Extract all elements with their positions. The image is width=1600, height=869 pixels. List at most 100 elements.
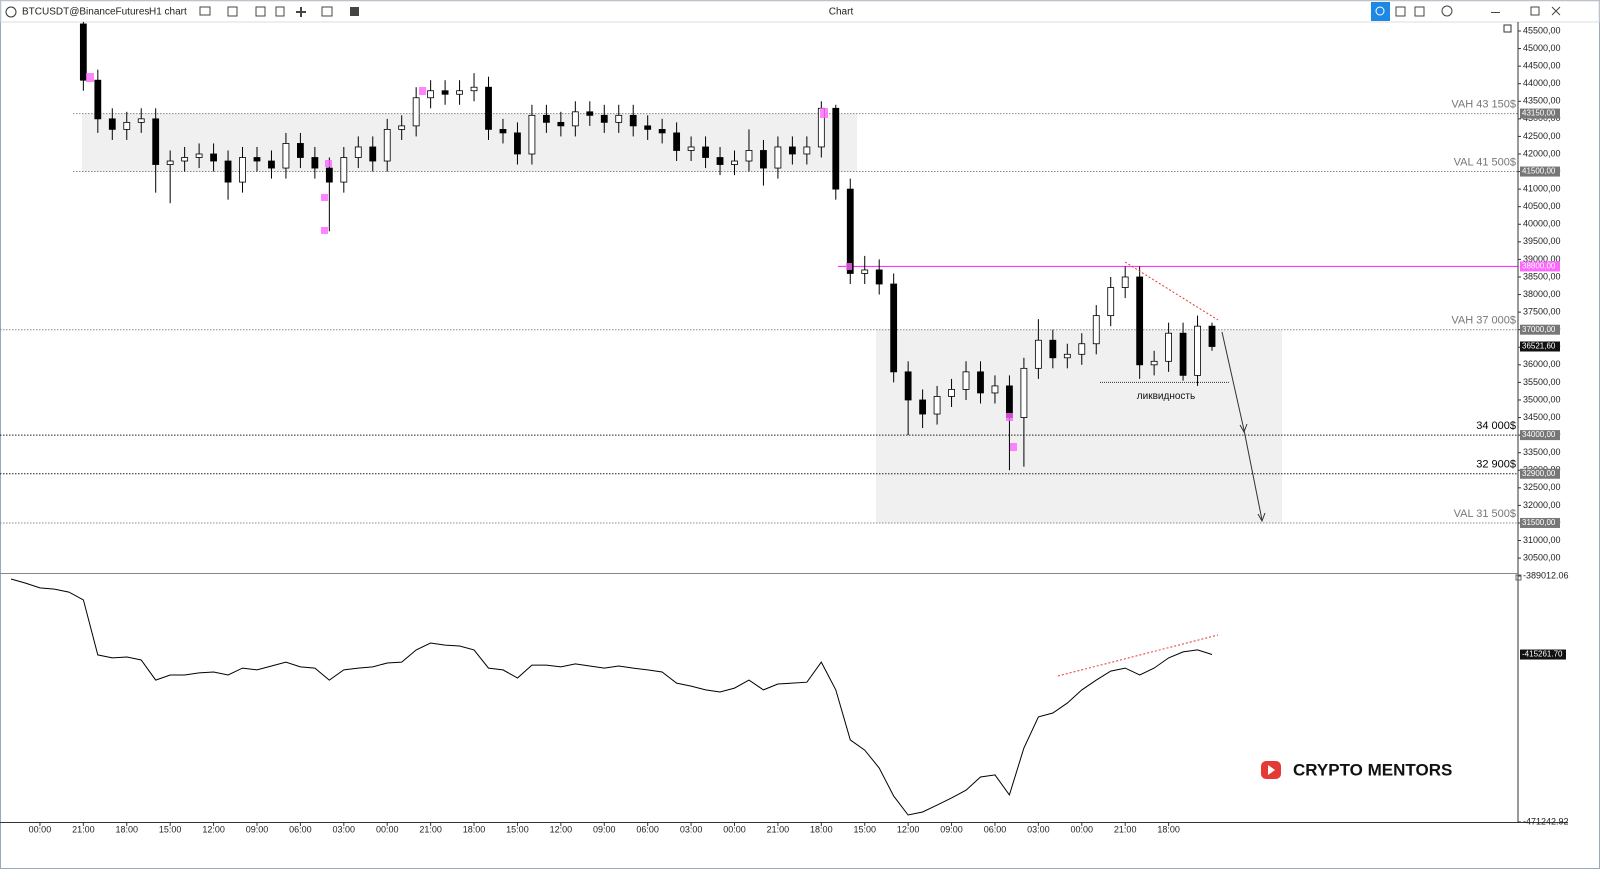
symbol[interactable]: BTCUSDT@BinanceFutures <box>22 7 149 18</box>
candle-body <box>1006 385 1013 418</box>
candle-body <box>629 114 637 127</box>
price-tag: 38800,00 <box>1522 262 1556 271</box>
x-tick-label: 18:00 <box>1157 824 1180 834</box>
arrow-head <box>1239 423 1266 523</box>
candle-body <box>948 389 955 397</box>
candle-body <box>904 371 912 401</box>
candle-body <box>1165 332 1172 362</box>
y-tick-label: 36000,00 <box>1523 359 1561 369</box>
x-tick-label: 21:00 <box>72 824 95 834</box>
price-tag-bg <box>1520 261 1560 272</box>
x-tick-label: 18:00 <box>115 824 138 834</box>
y-tick-label: 42000,00 <box>1523 148 1561 158</box>
x-tick-label: 21:00 <box>1114 824 1137 834</box>
candle-body <box>687 146 695 151</box>
x-tick-label: 18:00 <box>810 824 833 834</box>
interval[interactable]: H1 chart <box>149 7 187 18</box>
y-tick-label: 39000,00 <box>1523 254 1561 264</box>
candle-body <box>499 128 507 134</box>
pane-button[interactable] <box>1515 574 1522 581</box>
x-tick-label: 00:00 <box>1071 824 1094 834</box>
y-tick-label: 35000,00 <box>1523 394 1561 404</box>
x-tick-label: 00:00 <box>29 824 52 834</box>
candle-body <box>354 146 362 158</box>
candle-body <box>456 90 463 95</box>
x-tick-label: 21:00 <box>419 824 442 834</box>
price-tag-bg <box>1520 517 1560 528</box>
candle-body <box>1136 276 1144 366</box>
y-tick-label: 37500,00 <box>1523 306 1561 316</box>
x-tick-label: 12:00 <box>202 824 225 834</box>
candle-body <box>977 371 984 394</box>
candle-body <box>919 399 927 415</box>
price-tag-bg <box>1520 468 1560 479</box>
candle-body <box>311 157 319 169</box>
candle-body <box>600 114 608 123</box>
liquidity-label: ликвидность <box>1137 391 1195 402</box>
candle-body <box>542 114 550 123</box>
zones <box>82 113 1282 523</box>
candle-body <box>788 146 796 155</box>
indicator-line <box>10 578 1213 816</box>
x-tick-label: 03:00 <box>333 824 356 834</box>
candle-body <box>1034 339 1042 369</box>
y-tick-label: -389012.06 <box>1523 570 1569 580</box>
pane-button[interactable] <box>1503 24 1512 33</box>
toolbar-icons[interactable] <box>199 6 359 17</box>
watermark-text: CRYPTO MENTORS <box>1293 760 1452 779</box>
candle-body <box>1121 276 1129 288</box>
candle-body <box>485 86 492 130</box>
x-tick-label: 12:00 <box>550 824 573 834</box>
y-tick-label: 41000,00 <box>1523 184 1561 194</box>
candle-body <box>933 396 941 415</box>
x-tick-label: 09:00 <box>593 824 616 834</box>
value-area <box>876 329 1282 523</box>
candle-body <box>1078 343 1086 355</box>
last-value-bg <box>1520 649 1566 660</box>
x-tick-label: 12:00 <box>897 824 920 834</box>
candle-body <box>79 23 87 81</box>
level-label: VAL 31 500$ <box>1454 508 1516 520</box>
y-tick-label: 38000,00 <box>1523 289 1561 299</box>
candle-body <box>166 160 174 165</box>
y-tick-label: 45000,00 <box>1523 43 1561 53</box>
window-controls[interactable] <box>1371 2 1561 21</box>
level-label: 32 900$ <box>1476 459 1516 471</box>
y-tick-label: 44500,00 <box>1523 61 1561 71</box>
candle-body <box>1107 287 1115 317</box>
candle-body <box>239 157 246 183</box>
candle-body <box>296 143 304 158</box>
candle-body <box>716 157 724 165</box>
markers <box>86 73 1017 451</box>
level-label: VAH 37 000$ <box>1451 315 1516 327</box>
last-price-label: 36521,60 <box>1522 342 1556 351</box>
price-tag-bg <box>1520 430 1560 441</box>
level-label: VAH 43 150$ <box>1451 98 1516 110</box>
candle-body <box>702 146 709 158</box>
candle-body <box>890 283 898 373</box>
plot: VAH 43 150$ VAL 41 500$ VAH 37 000$ 34 000$… <box>0 21 1518 816</box>
candle-body <box>846 188 854 274</box>
drawings <box>86 73 1266 677</box>
x-tick-label: 15:00 <box>506 824 529 834</box>
x-tick-label: 18:00 <box>463 824 486 834</box>
x-tick-label: 06:00 <box>289 824 312 834</box>
projection-arrow <box>1221 331 1263 521</box>
candle-body <box>586 111 594 116</box>
candle-body <box>181 157 189 162</box>
candle-body <box>282 143 290 169</box>
price-tag: 43150,00 <box>1522 109 1556 118</box>
x-tick-label: 00:00 <box>376 824 399 834</box>
last-price-bg <box>1520 341 1560 352</box>
candle-body <box>673 132 681 151</box>
candle-body <box>571 111 579 127</box>
candle-body <box>644 125 652 130</box>
watermark: CRYPTO MENTORS <box>1261 760 1452 779</box>
price-tag: 32900,00 <box>1522 469 1556 478</box>
toolbar-bg <box>0 0 1600 23</box>
candle-body <box>1179 332 1187 376</box>
candle-body <box>210 153 217 162</box>
candle-body <box>137 118 145 123</box>
candle-body <box>1063 353 1071 359</box>
